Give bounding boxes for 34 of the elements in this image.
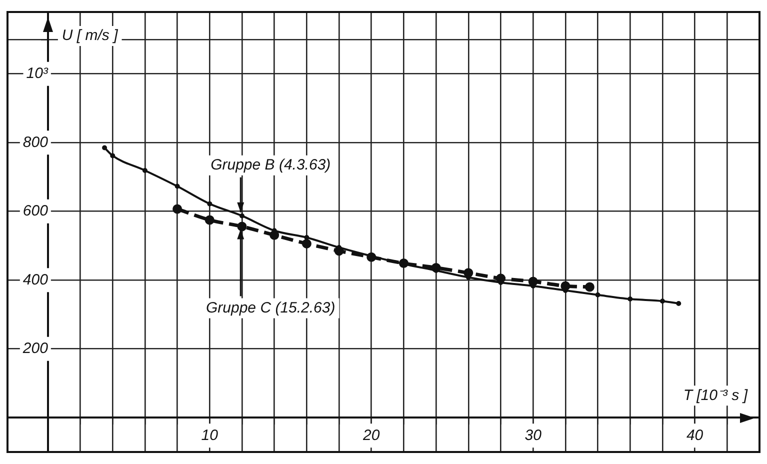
point	[239, 213, 244, 218]
y-tick-label: 800	[22, 134, 49, 151]
point	[584, 282, 594, 292]
x-axis-title: T [10⁻³ s ]	[683, 386, 748, 404]
x-tick-label: 30	[524, 426, 542, 444]
point	[110, 153, 116, 158]
point	[270, 230, 280, 240]
point	[595, 292, 600, 298]
point	[660, 298, 665, 304]
y-axis-title: U [ m/s ]	[62, 27, 119, 44]
point	[560, 281, 570, 291]
y-tick-label: 600	[22, 202, 49, 220]
point	[207, 201, 212, 206]
point	[676, 301, 682, 306]
point	[142, 168, 148, 173]
point	[304, 235, 310, 240]
point	[172, 204, 182, 214]
x-tick-label: 10	[201, 426, 219, 444]
x-tick-label: 20	[362, 426, 380, 444]
y-tick-label: 10³	[26, 65, 49, 82]
point	[496, 274, 506, 284]
x-tick-label: 40	[686, 426, 704, 444]
series-label: Gruppe B (4.3.63)	[210, 156, 331, 174]
point	[302, 238, 312, 248]
y-tick-label: 200	[22, 340, 49, 358]
point	[102, 145, 108, 150]
y-tick-label: 400	[22, 271, 49, 288]
text: Gruppe C (15.2.63)	[206, 299, 336, 316]
point	[628, 296, 633, 302]
point	[174, 184, 180, 189]
point	[528, 276, 538, 286]
point	[237, 222, 247, 232]
point	[464, 268, 474, 278]
point	[204, 215, 214, 225]
